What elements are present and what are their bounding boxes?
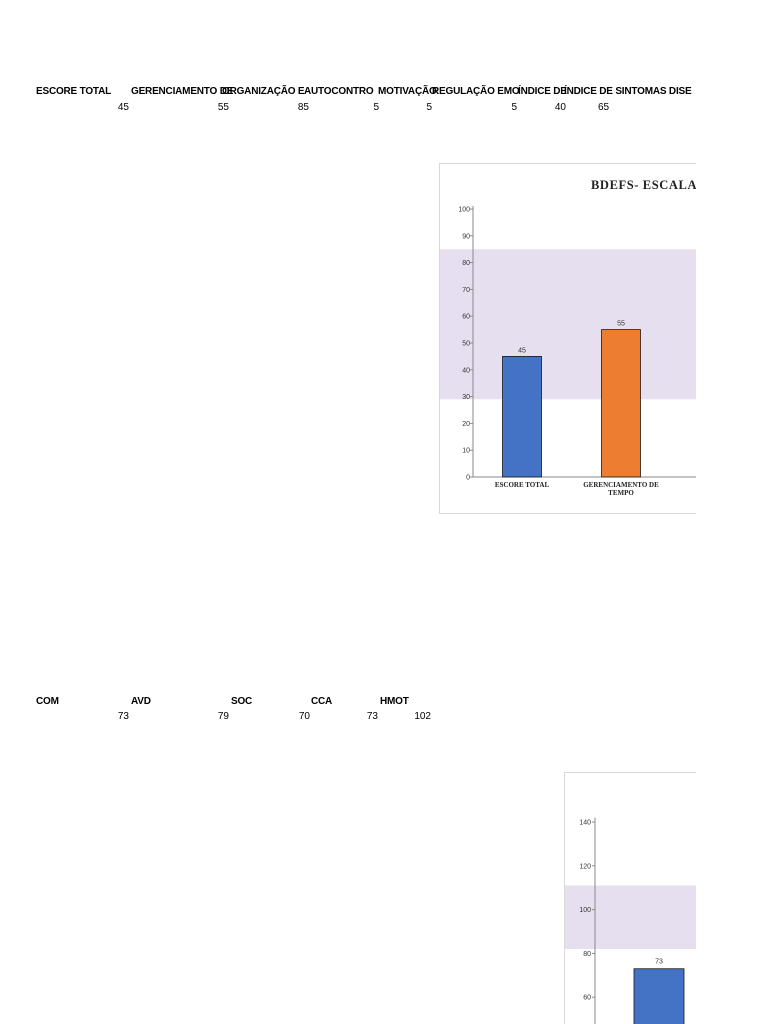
y-tick-label: 70 — [462, 287, 470, 294]
y-tick-label: 0 — [466, 475, 470, 482]
category-label: GERENCIAMENTO DE — [583, 481, 659, 489]
reference-band — [565, 885, 696, 950]
header-escore-total[interactable]: ESCORE TOTAL — [36, 86, 112, 97]
value-hmot[interactable]: 102 — [414, 711, 431, 722]
y-tick-label: 80 — [462, 260, 470, 267]
header-indice-1[interactable]: ÍNDICE DE — [518, 86, 567, 97]
spreadsheet-view: ESCORE TOTAL GERENCIAMENTO DE ORGANIZAÇÃ… — [36, 86, 696, 1024]
category-label: TEMPO — [608, 489, 634, 497]
header-motivacao[interactable]: MOTIVAÇÃO — [378, 86, 437, 97]
y-tick-label: 60 — [462, 314, 470, 321]
bar — [601, 329, 641, 478]
value-cca[interactable]: 73 — [366, 711, 378, 722]
second-chart-plot: 60 80 100 120 140 73 — [565, 817, 696, 1024]
y-tick-label: 60 — [583, 995, 591, 1002]
y-tick-label: 80 — [583, 951, 591, 958]
reference-band — [440, 249, 696, 400]
data-label: 73 — [655, 959, 663, 966]
value-gerenciamento[interactable]: 55 — [217, 102, 229, 113]
data-label: 55 — [617, 321, 625, 328]
header-indice-sintomas[interactable]: ÍNDICE DE SINTOMAS DISE — [564, 86, 692, 97]
value-soc[interactable]: 70 — [298, 711, 310, 722]
y-tick-label: 10 — [462, 448, 470, 455]
y-tick-label: 100 — [458, 207, 470, 214]
header-com[interactable]: COM — [36, 696, 59, 707]
value-autocontrole[interactable]: 5 — [373, 102, 379, 113]
header-organizacao[interactable]: ORGANIZAÇÃO E — [222, 86, 305, 97]
y-tick-label: 90 — [462, 233, 470, 240]
bar — [502, 355, 542, 478]
bdefs-chart[interactable]: BDEFS- ESCALA 0 10 20 30 40 50 60 70 80 90 100 45 55… — [439, 163, 696, 514]
y-tick-label: 20 — [462, 421, 470, 428]
header-hmot[interactable]: HMOT — [380, 696, 409, 707]
value-indice-sintomas[interactable]: 65 — [598, 102, 610, 113]
data-label: 45 — [518, 347, 526, 354]
y-tick-label: 120 — [579, 863, 591, 870]
bar — [633, 968, 685, 1024]
value-avd[interactable]: 79 — [217, 711, 229, 722]
y-tick-label: 100 — [579, 907, 591, 914]
value-regulacao[interactable]: 5 — [511, 102, 517, 113]
y-tick-label: 140 — [579, 820, 591, 827]
value-com[interactable]: 73 — [117, 711, 129, 722]
bdefs-chart-plot: 0 10 20 30 40 50 60 70 80 90 100 45 55 ESCORE TOTAL GE… — [440, 206, 696, 497]
value-indice-1[interactable]: 40 — [554, 102, 566, 113]
header-regulacao[interactable]: REGULAÇÃO EMO — [432, 86, 520, 97]
header-soc[interactable]: SOC — [231, 696, 253, 707]
y-tick-label: 50 — [462, 341, 470, 348]
header-cca[interactable]: CCA — [311, 696, 333, 707]
category-label: ESCORE TOTAL — [495, 481, 550, 489]
y-tick-label: 40 — [462, 367, 470, 374]
y-tick-label: 30 — [462, 394, 470, 401]
header-avd[interactable]: AVD — [131, 696, 151, 707]
value-organizacao[interactable]: 85 — [297, 102, 309, 113]
chart-title: BDEFS- ESCALA — [591, 178, 696, 192]
second-chart[interactable]: 60 80 100 120 140 73 — [564, 772, 696, 1024]
value-escore-total[interactable]: 45 — [117, 102, 129, 113]
header-gerenciamento[interactable]: GERENCIAMENTO DE — [131, 86, 234, 97]
value-motivacao[interactable]: 5 — [426, 102, 432, 113]
header-autocontrole[interactable]: AUTOCONTRO — [304, 86, 374, 97]
